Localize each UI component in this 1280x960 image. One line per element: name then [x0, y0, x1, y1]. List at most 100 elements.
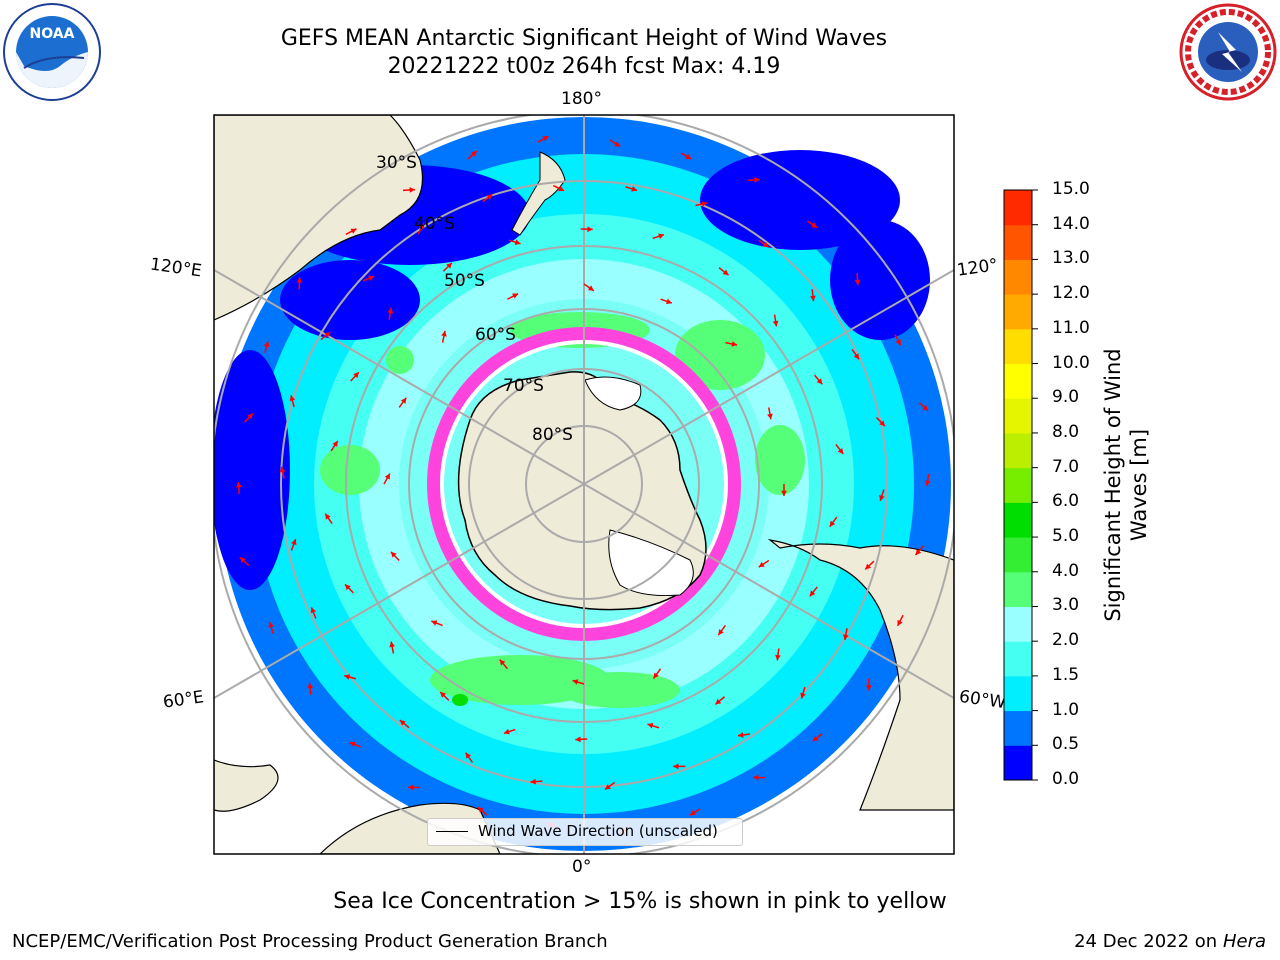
figure-title: GEFS MEAN Antarctic Significant Height o… — [280, 26, 888, 51]
colorbar-swatch — [1004, 294, 1032, 330]
wind-wave-arrowhead — [418, 223, 424, 230]
wind-wave-arrowhead — [604, 784, 611, 790]
wind-wave-arrowhead — [775, 654, 781, 661]
wind-wave-arrowhead — [477, 807, 484, 813]
wind-wave-arrowhead — [350, 228, 357, 234]
wind-wave-arrowhead — [715, 698, 722, 705]
wind-wave-arrowhead — [446, 262, 452, 269]
colorbar-swatch — [1004, 537, 1032, 573]
wind-wave-arrowhead — [722, 269, 729, 276]
wind-wave-arrowhead — [542, 136, 549, 142]
wind-wave-arrowhead — [307, 682, 313, 689]
lat-label-30s: 30°S — [376, 153, 417, 173]
map-legend: Wind Wave Direction (unscaled) — [427, 818, 743, 846]
wind-wave-arrowhead — [924, 480, 931, 486]
wind-wave-arrowhead — [829, 520, 836, 527]
colorbar-tick-label: 15.0 — [1052, 179, 1090, 199]
colorbar-tick-label: 7.0 — [1052, 456, 1080, 477]
wind-wave-arrowhead — [614, 141, 621, 147]
wind-wave-arrowhead — [810, 295, 816, 302]
wind-wave-arrowhead — [816, 378, 823, 385]
wind-wave-arrowhead — [530, 778, 536, 785]
noaa-logo-icon: NOAA — [3, 3, 101, 101]
colorbar — [1003, 189, 1038, 781]
wind-wave-arrowhead — [353, 372, 359, 379]
wind-wave-arrowhead — [781, 490, 787, 496]
lon-label-180: 180° — [561, 89, 602, 109]
wind-wave-arrowhead — [390, 551, 397, 558]
colorbar-tick-label: 12.0 — [1052, 283, 1090, 304]
wind-wave-arrowhead — [879, 420, 885, 427]
colorbar-swatch — [1004, 432, 1032, 469]
wind-wave-arrowhead — [440, 692, 446, 698]
wind-wave-arrowhead — [718, 629, 724, 636]
credit-text: NCEP/EMC/Verification Post Processing Pr… — [12, 931, 608, 952]
lat-label-80s: 80°S — [532, 425, 573, 445]
lat-label-70s: 70°S — [503, 376, 544, 396]
colorbar-tick-label: 3.0 — [1052, 595, 1080, 616]
lat-label-60s: 60°S — [475, 325, 516, 345]
colorbar-tick-label: 5.0 — [1052, 526, 1080, 547]
colorbar-swatch — [1004, 224, 1032, 260]
colorbar-swatch — [1004, 641, 1032, 677]
wind-wave-arrowhead — [310, 607, 317, 614]
wind-wave-arrowhead — [499, 659, 506, 666]
wind-wave-arrowhead — [486, 194, 493, 200]
wind-wave-arrowhead — [325, 513, 331, 520]
wind-wave-arrowhead — [689, 810, 696, 816]
wind-wave-arrowhead — [800, 692, 806, 699]
colorbar-frame — [1003, 189, 1033, 781]
wind-wave-arrowhead — [758, 561, 765, 568]
wind-wave-arrowhead — [512, 293, 519, 299]
wind-wave-arrowhead — [296, 277, 303, 283]
wind-wave-arrowhead — [324, 332, 331, 338]
colorbar-swatch — [1004, 606, 1032, 642]
colorbar-tick-label: 11.0 — [1052, 317, 1090, 338]
wind-wave-arrowhead — [587, 285, 594, 291]
colorbar-swatch — [1004, 363, 1032, 399]
wind-wave-arrowhead — [837, 448, 844, 454]
colorbar-tick-label: 2.0 — [1052, 630, 1080, 651]
wind-wave-arrowhead — [239, 557, 246, 564]
wind-wave-arrowhead — [731, 341, 738, 347]
wind-wave-arrowhead — [349, 741, 356, 748]
colorbar-swatch — [1004, 467, 1032, 503]
wind-wave-arrowhead — [865, 563, 872, 570]
wind-wave-arrowhead — [809, 590, 816, 597]
wind-wave-arrowhead — [344, 674, 351, 680]
colorbar-swatch — [1004, 190, 1032, 226]
lat-label-40s: 40°S — [414, 214, 455, 234]
wind-wave-arrowhead — [387, 307, 394, 314]
wind-wave-arrowhead — [289, 395, 296, 402]
wind-wave-arrowhead — [767, 413, 773, 420]
wind-wave-arrowhead — [647, 722, 654, 729]
wind-wave-arrowhead — [665, 298, 672, 305]
wind-wave-arrowhead — [812, 735, 819, 742]
colorbar-swatch — [1004, 710, 1032, 746]
wind-wave-arrowhead — [441, 330, 447, 337]
colorbar-title: Significant Height of Wind Waves [m] — [1101, 348, 1151, 622]
date-text: 24 Dec 2022 on Hera — [1074, 931, 1266, 952]
lat-label-50s: 50°S — [444, 271, 485, 291]
colorbar-swatch — [1004, 398, 1032, 434]
wind-wave-arrowhead — [853, 353, 860, 360]
colorbar-swatch — [1004, 675, 1032, 712]
wind-wave-arrowhead — [247, 413, 254, 420]
wind-wave-arrowhead — [465, 752, 472, 759]
wind-wave-arrowhead — [753, 774, 759, 781]
wind-wave-arrowhead — [631, 186, 638, 192]
wind-wave-arrowhead — [897, 619, 903, 626]
wind-wave-arrowhead — [754, 176, 760, 183]
wind-wave-arrowhead — [854, 279, 861, 286]
wind-wave-arrowhead — [772, 320, 779, 327]
legend-label: Wind Wave Direction (unscaled) — [478, 822, 718, 840]
wind-wave-arrowhead — [658, 233, 665, 239]
legend-line-icon — [436, 831, 468, 832]
wind-wave-arrowhead — [922, 405, 929, 411]
wind-wave-arrowhead — [409, 187, 415, 193]
colorbar-swatch — [1004, 259, 1032, 295]
nws-logo-icon — [1179, 3, 1277, 101]
colorbar-tick-label: 4.0 — [1052, 560, 1080, 581]
wind-wave-arrowhead — [389, 641, 395, 648]
noaa-logo-text: NOAA — [30, 26, 75, 42]
